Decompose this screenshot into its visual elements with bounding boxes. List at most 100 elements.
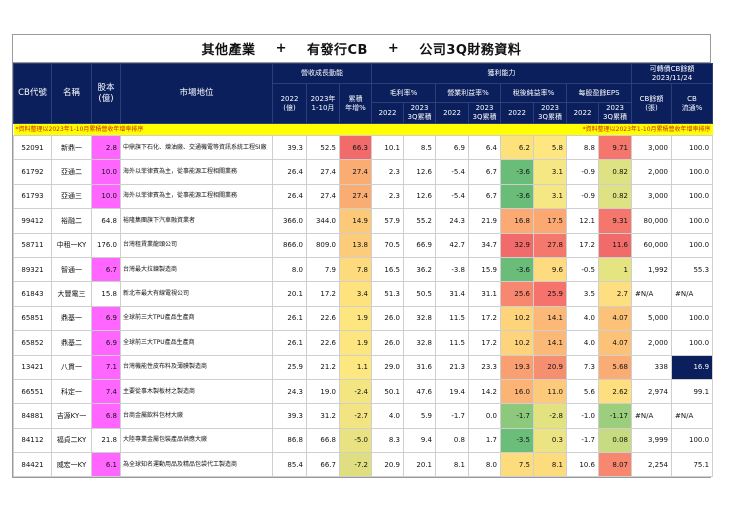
cell-rev-growth: 27.4 <box>338 183 373 210</box>
cell-code: 65851 <box>13 305 52 332</box>
cell-market: 台灣租賃業龍頭公司 <box>120 232 273 258</box>
cell-name: 鼎基二 <box>51 330 92 356</box>
cell-name: 科定一 <box>51 378 92 405</box>
cell-rev-2022: 20.1 <box>272 281 307 307</box>
cell-nm-2023: 9.6 <box>533 256 568 283</box>
cell-capital: 21.8 <box>91 427 121 454</box>
cell-code: 89321 <box>13 256 52 283</box>
cell-rev-2022: 25.9 <box>272 354 307 380</box>
cell-cb-balance: 2,000 <box>631 159 673 185</box>
title-part-industry: 其他產業 <box>201 43 256 58</box>
cell-om-2023: 17.2 <box>468 330 502 356</box>
table-row: 65852 鼎基二 6.9 全球前三大TPU產品生產商 26.1 22.6 1.9 26.0 3… <box>13 330 714 356</box>
cell-gm-2023: 12.6 <box>403 183 437 210</box>
cell-nm-2023: 8.1 <box>533 452 568 478</box>
cell-market: 台灣最大拉鍊製造商 <box>120 256 273 283</box>
title-plus-1: + <box>275 41 287 56</box>
cell-nm-2022: 16.8 <box>500 208 535 234</box>
cell-gm-2022: 50.1 <box>371 378 405 405</box>
cell-cb-float: 100.0 <box>671 208 714 234</box>
sort-note-row: *資料整理以2023年1-10月累積營收年增率排序 *資料整理以2023年1-1… <box>13 123 713 136</box>
cell-eps-2023: 9.71 <box>598 134 633 161</box>
cell-name: 八貫一 <box>51 354 92 380</box>
cell-nm-2022: -3.5 <box>500 427 535 454</box>
col-rev-growth-label: 累積 年增% <box>345 94 366 112</box>
col-om-2023-label: 2023 3Q累積 <box>472 104 497 121</box>
cell-cb-float: 100.0 <box>671 330 714 356</box>
cell-nm-2023: 20.9 <box>533 354 568 380</box>
group-gross-margin: 毛利率% <box>371 83 437 103</box>
cell-om-2023: 6.7 <box>468 183 502 210</box>
cell-gm-2022: 16.5 <box>371 256 405 283</box>
cell-rev-growth: -7.2 <box>338 452 373 478</box>
cell-cb-balance: 1,992 <box>631 256 673 283</box>
cell-rev-2022: 8.0 <box>272 256 307 283</box>
cell-name: 亞通二 <box>51 159 92 185</box>
cell-eps-2023: 1 <box>598 256 633 283</box>
col-cb-float-label: CB 流通% <box>681 94 703 112</box>
cell-om-2022: 19.4 <box>435 378 470 405</box>
cell-nm-2022: 25.6 <box>500 281 535 307</box>
cell-capital: 15.8 <box>91 281 121 307</box>
cell-rev-growth: 1.9 <box>338 330 373 356</box>
table-row: 58711 中租一KY 176.0 台灣租賃業龍頭公司 866.0 809.0 13.8 70… <box>13 232 714 258</box>
cell-eps-2023: 11.6 <box>598 232 633 258</box>
cell-code: 61793 <box>13 183 52 210</box>
cell-gm-2023: 50.5 <box>403 281 437 307</box>
cell-market: 新北市最大有線電視公司 <box>120 281 273 307</box>
cell-om-2023: 31.1 <box>468 281 502 307</box>
cell-cb-float: 100.0 <box>671 232 714 258</box>
cell-cb-float: 55.3 <box>671 256 714 283</box>
col-capital-label: 股本 (億) <box>97 82 115 104</box>
cell-om-2022: -5.4 <box>435 159 470 185</box>
col-om-2022: 2022 <box>435 102 470 124</box>
table-row: 89321 智通一 6.7 台灣最大拉鍊製造商 8.0 7.9 7.8 16.5 36.2 -3.… <box>13 256 714 283</box>
cell-rev-2022: 39.3 <box>272 403 307 429</box>
cell-cb-balance: 3,000 <box>631 183 673 210</box>
cell-eps-2022: 8.8 <box>566 134 600 161</box>
cell-eps-2023: -1.17 <box>598 403 633 429</box>
cell-cb-balance: 2,974 <box>631 378 673 405</box>
col-nm-2023-label: 2023 3Q累積 <box>538 104 562 121</box>
cell-rev-2022: 26.1 <box>272 330 307 356</box>
table-row: 66551 科定一 7.4 主要從事木製板材之製造商 24.3 19.0 -2.4 50.1 4… <box>13 378 714 405</box>
col-gm-2023: 2023 3Q累積 <box>403 102 437 124</box>
cell-gm-2023: 55.2 <box>403 208 437 234</box>
cell-nm-2022: 7.5 <box>500 452 535 478</box>
cell-eps-2023: 8.07 <box>598 452 633 478</box>
cell-eps-2023: 0.08 <box>598 427 633 454</box>
col-cb-balance: CB餘額 (張) <box>631 83 673 124</box>
cell-market: 為全球知名運動用品及精品包袋代工製造商 <box>120 452 273 478</box>
col-gm-2022: 2022 <box>371 102 405 124</box>
table-row: 99412 裕融二 64.8 裕隆集團旗下汽車融資業者 366.0 344.0 14.9 57… <box>13 208 714 234</box>
cell-cb-balance: 80,000 <box>631 208 673 234</box>
cell-cb-balance: 338 <box>631 354 673 380</box>
cell-nm-2023: -2.8 <box>533 403 568 429</box>
cell-rev-2023: 66.7 <box>306 452 340 478</box>
cell-code: 84881 <box>13 403 52 429</box>
cell-nm-2023: 0.3 <box>533 427 568 454</box>
cell-capital: 10.0 <box>91 159 121 185</box>
cell-gm-2023: 32.8 <box>403 305 437 332</box>
cell-eps-2022: 7.3 <box>566 354 600 380</box>
cell-name: 智通一 <box>51 256 92 283</box>
cell-market: 台商金屬飲料包材大廠 <box>120 403 273 429</box>
cell-code: 61843 <box>13 281 52 307</box>
cell-eps-2022: 4.0 <box>566 305 600 332</box>
cell-market: 海外以菲律賓為主，從事能源工程相關業務 <box>120 183 273 210</box>
cell-gm-2022: 20.9 <box>371 452 405 478</box>
cell-capital: 6.7 <box>91 256 121 283</box>
cell-rev-growth: 13.8 <box>338 232 373 258</box>
cell-om-2023: 23.3 <box>468 354 502 380</box>
cell-capital: 6.1 <box>91 452 121 478</box>
cell-rev-2022: 24.3 <box>272 378 307 405</box>
cell-name: 新鼎一 <box>51 134 92 161</box>
col-cb-code: CB代號 <box>13 63 52 124</box>
cell-name: 中租一KY <box>51 232 92 258</box>
cell-cb-float: #N/A <box>671 403 714 429</box>
cell-eps-2022: -0.9 <box>566 183 600 210</box>
cell-nm-2022: -3.6 <box>500 183 535 210</box>
cell-market: 主要從事木製板材之製造商 <box>120 378 273 405</box>
cell-rev-growth: 3.4 <box>338 281 373 307</box>
cell-cb-float: 100.0 <box>671 427 714 454</box>
